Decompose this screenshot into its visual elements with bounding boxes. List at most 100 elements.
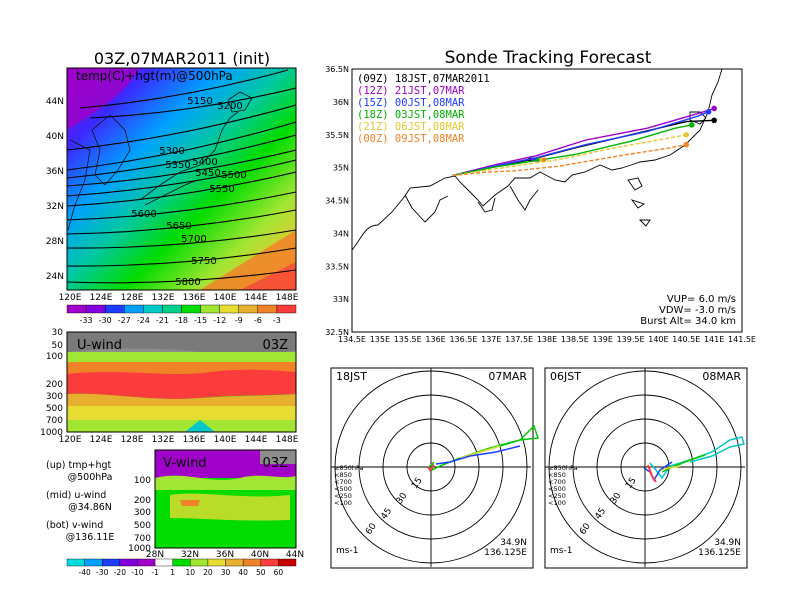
height-contour-line [67, 104, 296, 151]
wind-scale-label: -1 [151, 568, 159, 577]
height-contour-line [67, 229, 296, 249]
polar-level-label: <100 [334, 499, 352, 507]
temp-scale-label: -3 [273, 316, 281, 325]
polar-level-label: <250 [548, 492, 566, 500]
wind-colorbar: -40 -30 -20 -10 -1 1 10 20 30 40 50 60 [66, 558, 297, 577]
uwind-lon-tick: 132E [152, 435, 175, 445]
polar-unit: ms-1 [336, 546, 358, 556]
vwind-pressure-tick: 500 [134, 521, 151, 531]
track-lon-tick: 141.5E [728, 335, 756, 344]
vwind-lat-tick: 44N [286, 550, 304, 560]
temp-scale-label: -21 [156, 316, 169, 325]
uwind-lon-ticks: 120E 124E 128E 132E 136E 140E 144E 148E [59, 435, 299, 445]
map-lon-tick: 132E [152, 293, 175, 303]
track-lat-tick: 32.5N [325, 328, 349, 337]
temp-color-swatch [143, 304, 163, 314]
uwind-lon-tick: 120E [59, 435, 82, 445]
sonde-track-line [452, 107, 715, 177]
height-contour-line [67, 121, 296, 171]
height-contours [67, 69, 296, 284]
temp-color-swatch [257, 304, 278, 314]
wind-color-swatch [207, 558, 226, 567]
temp-color-swatch [238, 304, 259, 314]
wind-color-swatch [190, 558, 209, 567]
polar-level-label: <100 [548, 499, 566, 507]
wind-color-swatch [260, 558, 279, 567]
temp-color-swatch [200, 304, 220, 314]
map-lon-tick: 128E [121, 293, 144, 303]
vwind-lat-tick: 40N [251, 550, 269, 560]
polar-lat: 34.9N [714, 538, 741, 548]
uwind-lon-tick: 148E [276, 435, 299, 445]
track-lon-tick: 140E [648, 335, 668, 344]
uwind-pressure-tick: 200 [46, 380, 63, 390]
contour-label: 5600 [131, 209, 156, 220]
contour-label: 5400 [192, 157, 217, 168]
uwind-pressure-tick: 30 [52, 328, 64, 338]
contour-label: 5350 [165, 160, 190, 171]
legend-note: @34.86N [68, 502, 112, 513]
polar-date: 07MAR [488, 370, 527, 383]
track-lat-tick: 36N [333, 98, 349, 107]
track-lon-tick: 138E [537, 335, 557, 344]
map-lat-tick: 32N [46, 202, 64, 212]
polar-time: 06JST [550, 370, 581, 383]
polar-right-panel [544, 367, 748, 569]
vwind-label: V-wind [163, 456, 207, 471]
track-lon-tick: 140.5E [672, 335, 700, 344]
track-legend-entry: (09Z) 18JST,07MAR2011 [357, 73, 490, 85]
polar-level-label: <700 [548, 478, 566, 486]
track-legend-entry: (00Z) 09JST,08MAR [357, 133, 465, 145]
uwind-pressure-tick: 500 [46, 404, 63, 414]
wind-scale-label: 30 [221, 568, 231, 577]
polar-level-label: <500 [548, 485, 566, 493]
sonde-tracks [452, 105, 717, 177]
map-label: temp(C)+hgt(m)@500hPa [76, 69, 233, 83]
temp-color-swatch [104, 304, 125, 314]
wind-color-swatch [119, 558, 138, 567]
polar-lat: 34.9N [500, 538, 527, 548]
map-lon-tick: 120E [59, 293, 82, 303]
polar-text: 18JST 07MARms-134.9N136.125E15304560≥850h… [334, 370, 741, 558]
coastline-japan [67, 91, 253, 231]
legend-note: (bot) v-wind [46, 520, 103, 531]
track-lat-tick: 36.5N [325, 65, 349, 74]
right-title: Sonde Tracking Forecast [445, 48, 652, 68]
polar-lon: 136.125E [698, 548, 741, 558]
contour-label: 5700 [181, 234, 206, 245]
track-lat-tick: 34.5N [325, 197, 349, 206]
sonde-track-line [452, 134, 687, 177]
track-lat-tick: 34N [333, 229, 349, 238]
track-map-bg [351, 68, 743, 333]
sonde-parameter: VDW= -3.0 m/s [659, 305, 736, 316]
map-lon-tick: 144E [245, 293, 268, 303]
contour-label: 5300 [159, 146, 184, 157]
height-contour-line [67, 191, 296, 221]
map-lat-tick: 36N [46, 167, 64, 177]
map-frame [66, 67, 297, 291]
contour-label: 5200 [217, 101, 242, 112]
sonde-parameter: Burst Alt= 34.0 km [640, 316, 736, 327]
temp-color-swatch [162, 304, 182, 314]
polar-time: 18JST [336, 370, 367, 383]
wind-color-swatch [242, 558, 261, 567]
vwind-panel [154, 449, 297, 549]
legend-notes: (up) tmp+hgt@500hPa (mid) u-wind@34.86N (b… [46, 460, 114, 543]
uwind-label: U-wind [77, 338, 122, 353]
track-lat-tick: 35.5N [325, 131, 349, 140]
track-lon-tick: 139.5E [617, 335, 645, 344]
map-lon-tick: 140E [214, 293, 237, 303]
uwind-pressure-tick: 700 [46, 416, 63, 426]
map-lat-ticks: 44N 40N 36N 32N 28N 24N [46, 97, 64, 282]
map-lon-tick: 136E [183, 293, 206, 303]
wind-scale-label: -10 [131, 568, 143, 577]
sonde-track-line [452, 143, 687, 177]
track-lon-tick: 139E [593, 335, 613, 344]
polar-level-label: ≥850hPa [548, 464, 578, 472]
left-title: 03Z,07MAR2011 (init) [94, 49, 270, 68]
wind-scale-label: 20 [203, 568, 213, 577]
polar-left-panel [330, 367, 540, 569]
temp-color-swatch [85, 304, 106, 314]
temperature-colorbar: -33 -30 -27 -24 -21 -18 -15 -12 -9 -6 -3 [66, 304, 297, 325]
